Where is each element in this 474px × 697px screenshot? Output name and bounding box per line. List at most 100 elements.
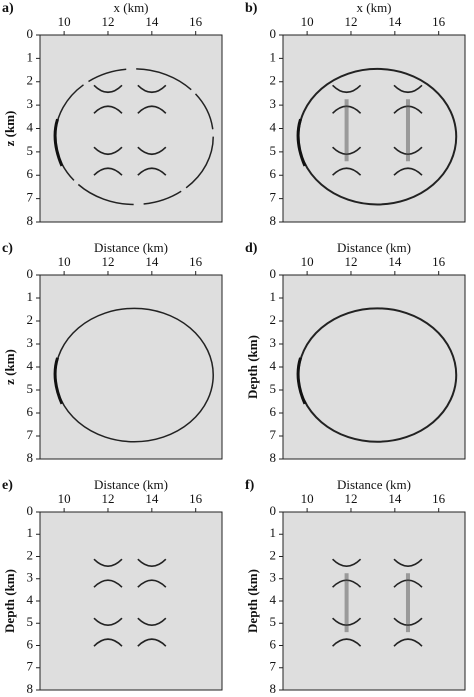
x-tick-label: 14: [145, 491, 159, 506]
edge-event: [296, 357, 307, 405]
y-tick-label: 8: [270, 450, 277, 465]
y-tick-label: 2: [27, 547, 34, 562]
y-tick-label: 1: [270, 49, 277, 64]
edge-event: [53, 357, 64, 405]
x-tick-label: 10: [58, 14, 71, 29]
y-axis-label: z (km): [2, 111, 17, 147]
x-tick-label: 16: [432, 254, 446, 269]
diffraction: [137, 617, 167, 647]
seismic-image: [53, 68, 214, 206]
x-tick-label: 10: [301, 254, 314, 269]
y-tick-label: 2: [27, 312, 34, 327]
y-tick-label: 2: [270, 73, 277, 88]
y-tick-label: 6: [270, 636, 277, 651]
y-tick-label: 8: [27, 450, 34, 465]
panel-label: c): [2, 241, 13, 256]
y-tick-label: 5: [270, 143, 277, 158]
x-tick-label: 14: [388, 14, 402, 29]
y-tick-label: 4: [27, 592, 34, 607]
y-axis-label: Depth (km): [2, 569, 17, 633]
x-axis-label: x (km): [356, 0, 391, 15]
y-tick-label: 5: [27, 381, 34, 396]
y-tick-label: 5: [270, 381, 277, 396]
y-tick-label: 7: [27, 427, 34, 442]
y-tick-label: 7: [270, 427, 277, 442]
x-tick-label: 10: [58, 491, 71, 506]
y-tick-label: 1: [27, 525, 34, 540]
edge-event: [53, 118, 64, 167]
diffraction: [93, 146, 123, 176]
x-tick-label: 16: [189, 254, 203, 269]
y-tick-label: 4: [27, 358, 34, 373]
x-tick-label: 12: [101, 254, 114, 269]
x-tick-label: 12: [344, 14, 357, 29]
diffraction: [93, 617, 123, 647]
y-tick-label: 3: [270, 335, 277, 350]
y-tick-label: 0: [27, 26, 34, 41]
x-tick-label: 12: [101, 14, 114, 29]
y-tick-label: 1: [27, 49, 34, 64]
y-tick-label: 4: [270, 592, 277, 607]
y-tick-label: 3: [27, 335, 34, 350]
y-tick-label: 8: [270, 213, 277, 228]
y-tick-label: 1: [270, 289, 277, 304]
y-tick-label: 4: [270, 119, 277, 134]
image-background: [39, 511, 223, 691]
x-axis-label: Distance (km): [94, 477, 168, 492]
panel-label: a): [2, 1, 14, 16]
y-tick-label: 6: [270, 166, 277, 181]
y-tick-label: 8: [27, 213, 34, 228]
y-tick-label: 4: [27, 119, 34, 134]
diffraction: [137, 84, 167, 114]
image-background: [282, 34, 466, 223]
y-tick-label: 1: [270, 525, 277, 540]
y-tick-label: 0: [27, 266, 34, 281]
x-tick-label: 10: [301, 14, 314, 29]
y-tick-label: 3: [270, 570, 277, 585]
x-tick-label: 16: [189, 491, 203, 506]
y-tick-label: 5: [270, 614, 277, 629]
y-tick-label: 5: [27, 143, 34, 158]
x-tick-label: 16: [189, 14, 203, 29]
y-tick-label: 0: [270, 26, 277, 41]
x-tick-label: 12: [101, 491, 114, 506]
panel-label: d): [245, 241, 258, 256]
x-tick-label: 10: [58, 254, 71, 269]
y-tick-label: 6: [27, 404, 34, 419]
y-tick-label: 6: [27, 636, 34, 651]
image-background: [39, 274, 223, 460]
x-tick-label: 10: [301, 491, 314, 506]
seismic-image: [296, 67, 458, 206]
y-tick-label: 7: [27, 659, 34, 674]
panel-label: e): [2, 478, 13, 493]
panel-label: f): [245, 478, 255, 493]
y-tick-label: 7: [27, 190, 34, 205]
y-axis-label: Depth (km): [245, 569, 260, 633]
x-tick-label: 16: [432, 491, 446, 506]
y-tick-label: 0: [27, 503, 34, 518]
x-axis-label: x (km): [113, 0, 148, 15]
panel-label: b): [245, 1, 258, 16]
x-tick-label: 14: [145, 254, 159, 269]
y-tick-label: 1: [27, 289, 34, 304]
diffraction: [137, 558, 167, 588]
image-background: [39, 34, 223, 223]
y-tick-label: 6: [27, 166, 34, 181]
y-tick-label: 0: [270, 503, 277, 518]
diffraction: [93, 558, 123, 588]
y-tick-label: 4: [270, 358, 277, 373]
image-background: [282, 274, 466, 460]
y-tick-label: 3: [270, 96, 277, 111]
y-tick-label: 3: [27, 570, 34, 585]
y-tick-label: 2: [270, 547, 277, 562]
y-tick-label: 2: [27, 73, 34, 88]
y-axis-label: Depth (km): [245, 335, 260, 399]
y-tick-label: 8: [27, 681, 34, 696]
image-background: [282, 511, 466, 691]
x-axis-label: Distance (km): [337, 240, 411, 255]
diffraction: [93, 84, 123, 114]
y-tick-label: 7: [270, 190, 277, 205]
x-tick-label: 12: [344, 491, 357, 506]
y-tick-label: 5: [27, 614, 34, 629]
